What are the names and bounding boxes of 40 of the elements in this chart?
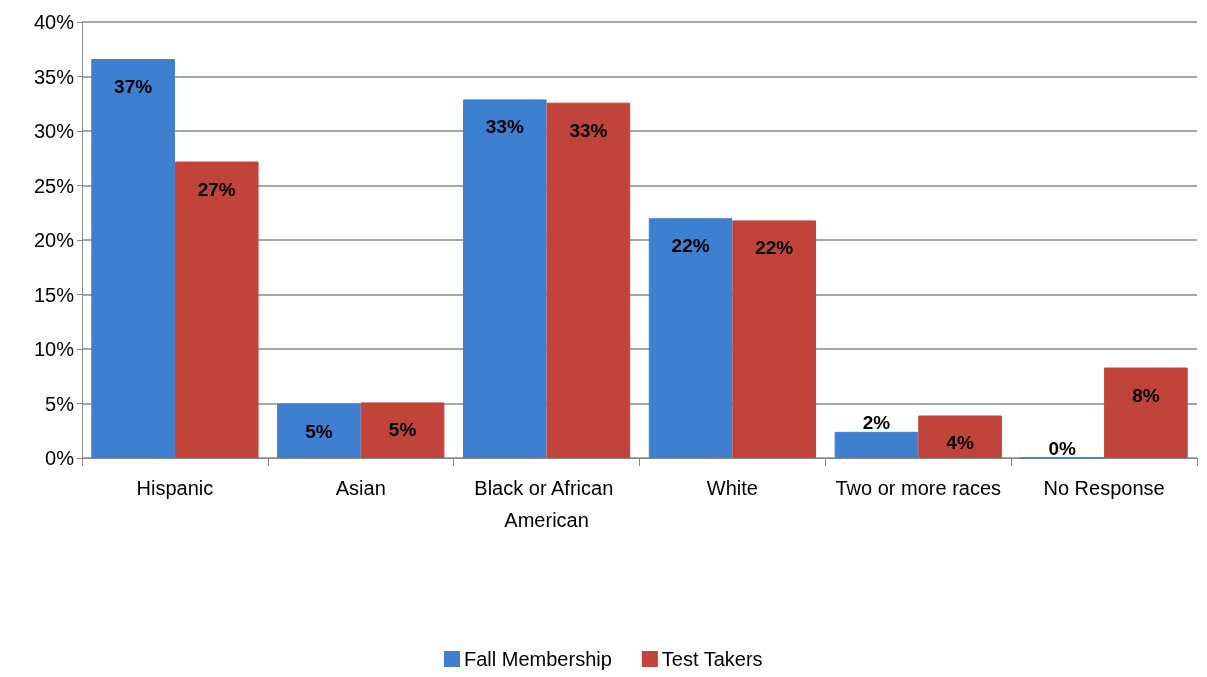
y-tick-label: 10% <box>33 338 75 360</box>
y-tick-label: 20% <box>33 229 75 251</box>
bar <box>91 59 175 458</box>
x-tick-label: Asian <box>335 477 386 499</box>
legend-label: Fall Membership <box>464 648 612 670</box>
data-label: 5% <box>388 419 417 441</box>
bar <box>277 403 361 458</box>
data-label: 27% <box>197 178 236 200</box>
bar <box>732 220 817 458</box>
x-tick-label: Black or African American <box>474 477 619 531</box>
y-tick-label: 25% <box>33 174 75 197</box>
y-tick-label: 40% <box>33 11 75 33</box>
bar <box>1104 367 1188 458</box>
y-tick-label: 15% <box>33 283 75 306</box>
y-tick-label: 5% <box>45 392 75 415</box>
data-label: 22% <box>671 235 710 257</box>
bar <box>360 402 445 458</box>
x-tick-label: Two or more races <box>835 477 1002 499</box>
bar <box>546 102 631 458</box>
data-label: 2% <box>862 411 891 433</box>
bar <box>834 431 919 458</box>
data-label: 33% <box>485 116 524 138</box>
data-label: 4% <box>946 432 974 454</box>
data-label: 5% <box>305 420 333 442</box>
data-label: 0% <box>1048 437 1077 459</box>
bar <box>174 161 259 458</box>
legend-label: Test Takers <box>661 648 763 670</box>
data-label: 22% <box>755 237 794 259</box>
x-tick-label: Hispanic <box>136 477 214 499</box>
bar <box>918 415 1002 458</box>
x-tick-label: No Response <box>1043 477 1165 499</box>
y-tick-label: 35% <box>33 65 75 88</box>
y-tick-label: 0% <box>45 447 75 469</box>
y-tick-label: 30% <box>33 120 75 142</box>
data-label: 33% <box>569 119 608 141</box>
data-label: 8% <box>1132 384 1160 406</box>
x-tick-label: White <box>706 477 758 499</box>
data-label: 37% <box>114 76 153 98</box>
bar <box>648 218 733 458</box>
bar <box>462 99 547 458</box>
